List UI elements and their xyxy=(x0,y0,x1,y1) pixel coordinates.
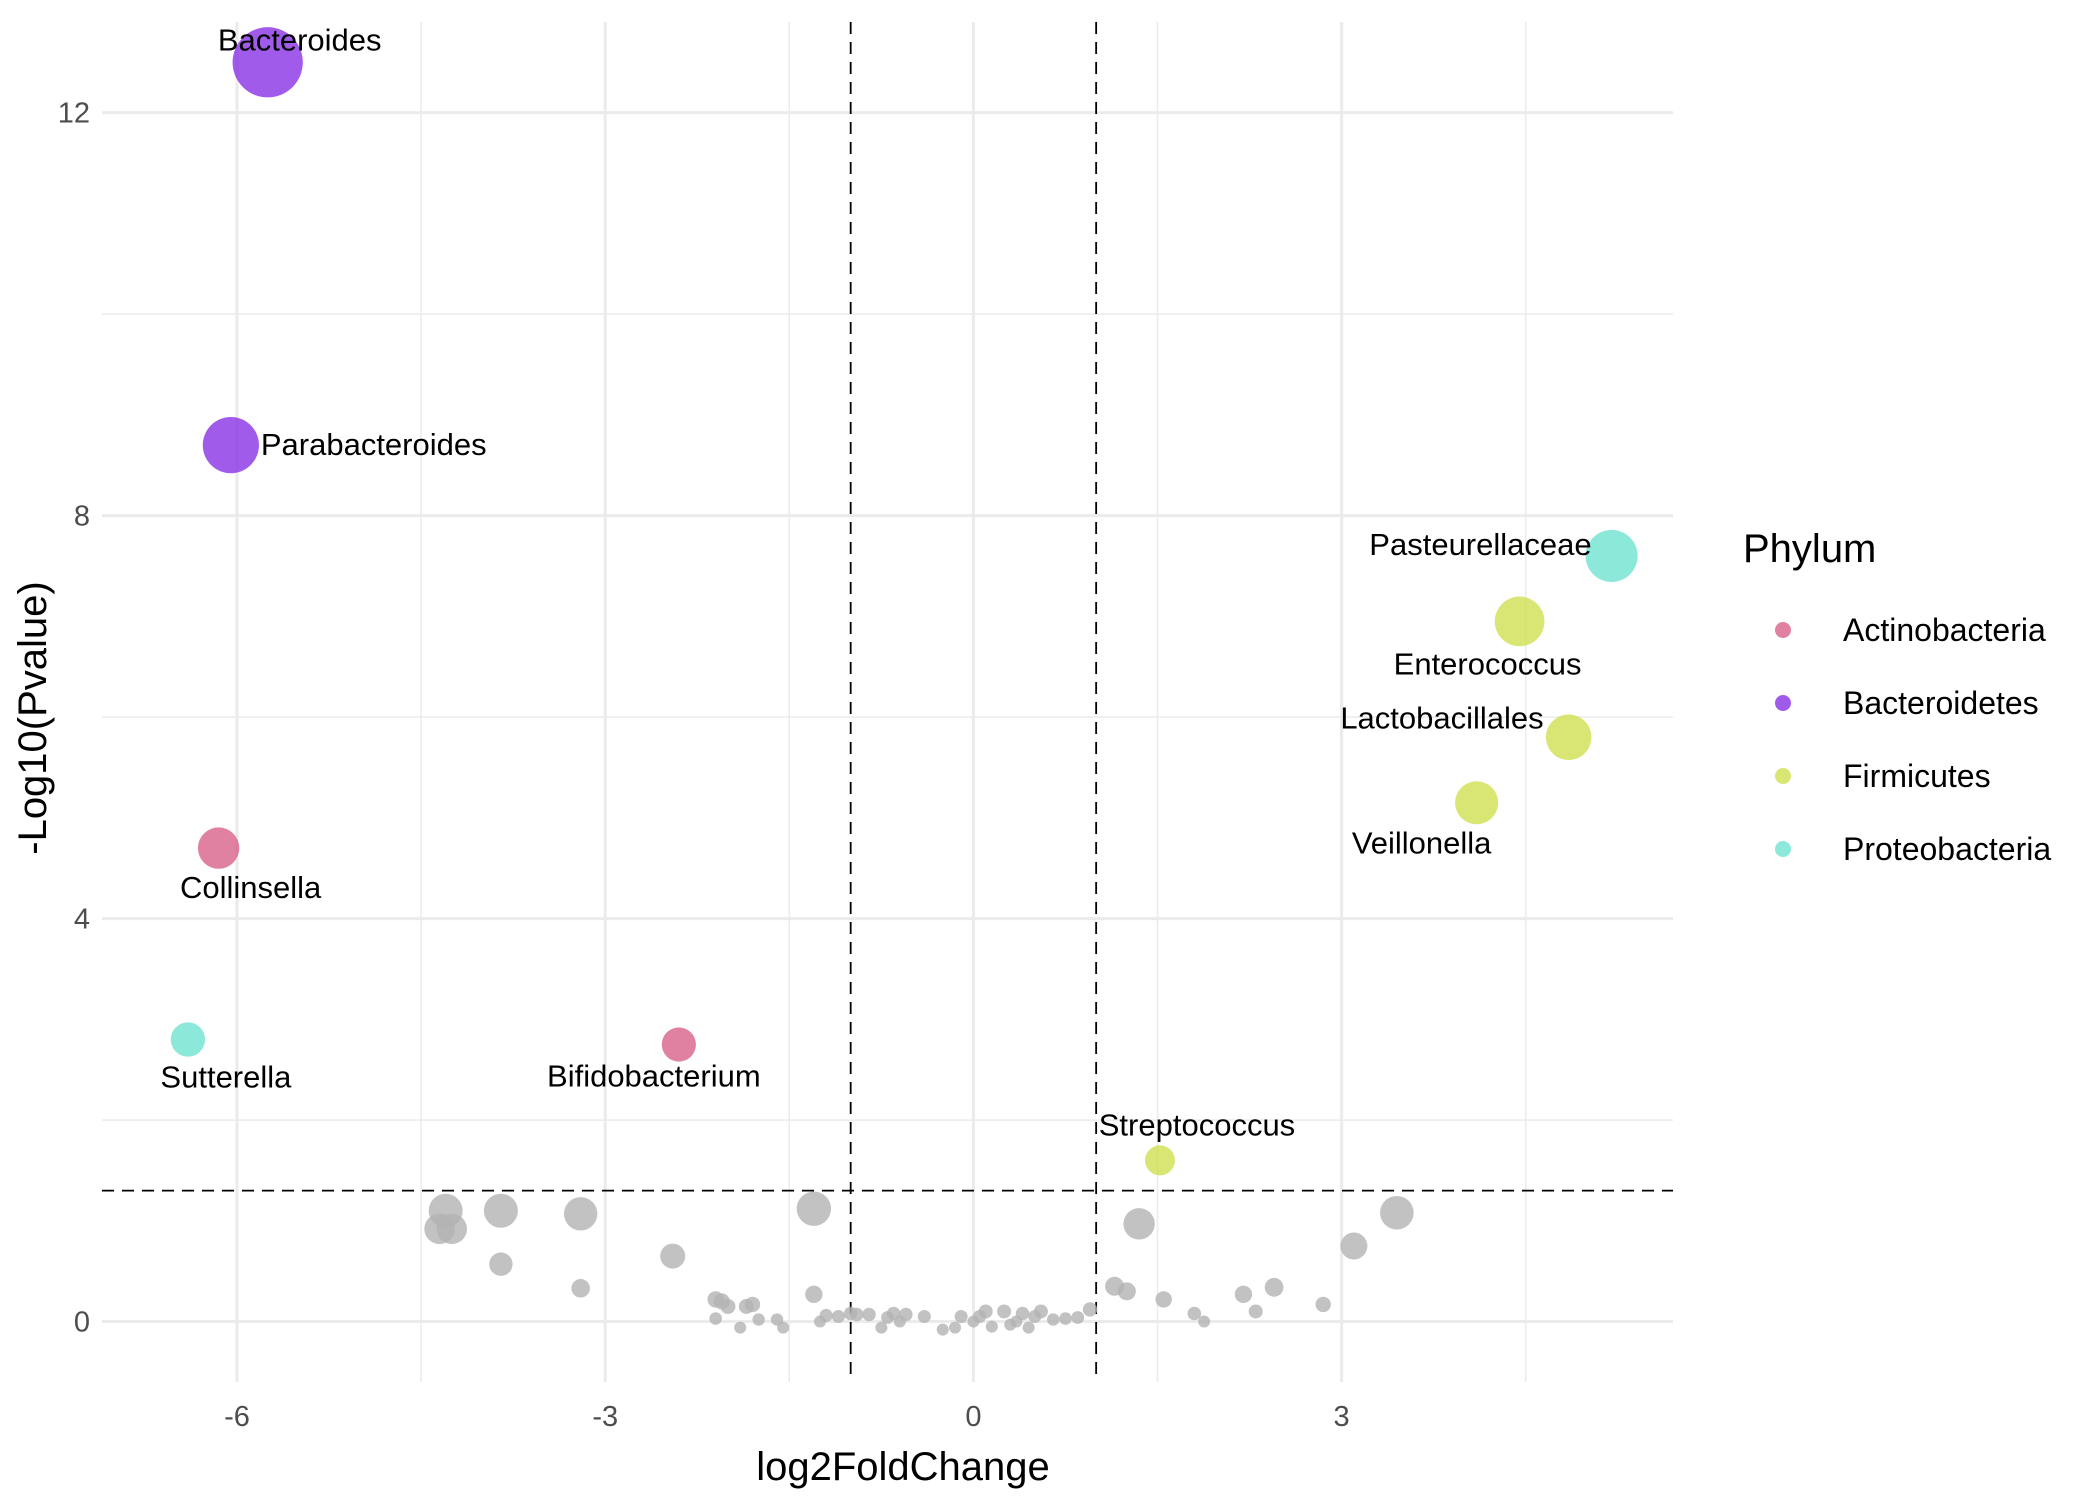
point-label: Veillonella xyxy=(1352,826,1492,861)
nonsignificant-point xyxy=(1248,1304,1263,1319)
nonsignificant-point xyxy=(777,1321,790,1334)
nonsignificant-point xyxy=(936,1323,949,1336)
nonsignificant-point xyxy=(1015,1306,1030,1321)
nonsignificant-point xyxy=(734,1321,747,1334)
data-point xyxy=(1585,529,1638,582)
legend-label: Firmicutes xyxy=(1843,758,1991,794)
nonsignificant-point xyxy=(1071,1311,1085,1324)
nonsignificant-point xyxy=(752,1313,765,1326)
nonsignificant-point xyxy=(571,1279,590,1298)
nonsignificant-point xyxy=(954,1310,968,1324)
nonsignificant-point xyxy=(709,1312,722,1325)
legend-key xyxy=(1775,695,1791,711)
data-point xyxy=(1494,596,1545,647)
significant-points xyxy=(170,27,1638,1176)
data-point xyxy=(202,417,259,474)
point-labels: Collinsella Bifidobacterium Bacteroides Par… xyxy=(160,22,1591,1142)
legend-label: Bacteroidetes xyxy=(1843,685,2039,721)
x-tick-label: -6 xyxy=(224,1401,250,1433)
point-label: Sutterella xyxy=(160,1059,292,1094)
nonsignificant-point xyxy=(436,1213,467,1245)
nonsignificant-point xyxy=(978,1304,993,1319)
nonsignificant-point xyxy=(899,1307,913,1322)
threshold-lines xyxy=(102,22,1673,1382)
nonsignificant-point xyxy=(985,1320,998,1333)
nonsignificant-point xyxy=(1264,1277,1284,1297)
nonsignificant-point xyxy=(1187,1306,1202,1321)
data-point xyxy=(232,27,303,98)
legend-label: Actinobacteria xyxy=(1843,612,2046,648)
point-label: Bifidobacterium xyxy=(547,1059,761,1094)
nonsignificant-point xyxy=(1380,1195,1414,1230)
y-tick-label: 12 xyxy=(58,98,90,130)
nonsignificant-point xyxy=(862,1307,876,1322)
y-axis-ticks: 0 4 8 12 xyxy=(58,98,90,1339)
nonsignificant-point xyxy=(1315,1296,1331,1313)
legend-key xyxy=(1775,841,1791,857)
nonsignificant-point xyxy=(1155,1291,1172,1308)
data-point xyxy=(197,827,240,869)
point-label: Enterococcus xyxy=(1394,646,1582,681)
nonsignificant-point xyxy=(720,1298,736,1314)
nonsignificant-point xyxy=(796,1191,832,1226)
nonsignificant-point xyxy=(1046,1313,1060,1326)
nonsignificant-point xyxy=(1082,1302,1098,1317)
nonsignificant-point xyxy=(660,1243,686,1269)
x-tick-label: 0 xyxy=(965,1401,981,1433)
data-point xyxy=(170,1022,206,1057)
nonsignificant-point xyxy=(1234,1285,1253,1304)
y-axis-title: -Log10(Pvalue) xyxy=(11,581,55,855)
point-label: Lactobacillales xyxy=(1340,700,1543,735)
data-point xyxy=(661,1027,696,1062)
legend: Phylum Actinobacteria Bacteroidetes Firmic… xyxy=(1743,527,2051,867)
legend-key xyxy=(1775,768,1791,784)
y-tick-label: 0 xyxy=(74,1307,90,1339)
point-label: Streptococcus xyxy=(1099,1107,1295,1142)
nonsignificant-point xyxy=(805,1285,823,1304)
point-label: Collinsella xyxy=(180,870,322,905)
nonsignificant-point xyxy=(997,1304,1012,1319)
nonsignificant-point xyxy=(875,1321,888,1334)
legend-key xyxy=(1775,622,1791,638)
nonsignificant-point xyxy=(1123,1208,1155,1240)
x-tick-label: -3 xyxy=(592,1401,618,1433)
nonsignificant-point xyxy=(483,1193,518,1228)
nonsignificant-point xyxy=(1340,1232,1368,1260)
nonsignificant-point xyxy=(949,1321,962,1334)
x-tick-label: 3 xyxy=(1334,1401,1350,1433)
nonsignificant-point xyxy=(1117,1282,1136,1301)
nonsignificant-points xyxy=(424,1191,1414,1336)
legend-label: Proteobacteria xyxy=(1843,831,2051,867)
nonsignificant-point xyxy=(1059,1312,1072,1325)
x-axis-ticks: -6 -3 0 3 xyxy=(224,1401,1350,1433)
point-label: Pasteurellaceae xyxy=(1369,527,1591,562)
nonsignificant-point xyxy=(1022,1321,1035,1334)
nonsignificant-point xyxy=(489,1252,513,1276)
nonsignificant-point xyxy=(563,1197,598,1231)
data-point xyxy=(1145,1145,1175,1176)
nonsignificant-point xyxy=(819,1308,833,1323)
plot-grid xyxy=(102,22,1673,1382)
y-tick-label: 8 xyxy=(74,501,90,533)
data-point xyxy=(1545,714,1592,760)
legend-title: Phylum xyxy=(1743,527,1876,571)
nonsignificant-point xyxy=(744,1296,761,1313)
data-point xyxy=(1455,781,1499,825)
y-tick-label: 4 xyxy=(74,904,90,936)
x-axis-title: log2FoldChange xyxy=(756,1445,1050,1489)
nonsignificant-point xyxy=(831,1310,845,1324)
nonsignificant-point xyxy=(1033,1304,1048,1319)
nonsignificant-point xyxy=(850,1307,864,1322)
nonsignificant-point xyxy=(917,1310,931,1324)
point-label: Bacteroides xyxy=(218,22,382,57)
nonsignificant-point xyxy=(1198,1315,1211,1328)
point-label: Parabacteroides xyxy=(261,427,487,462)
